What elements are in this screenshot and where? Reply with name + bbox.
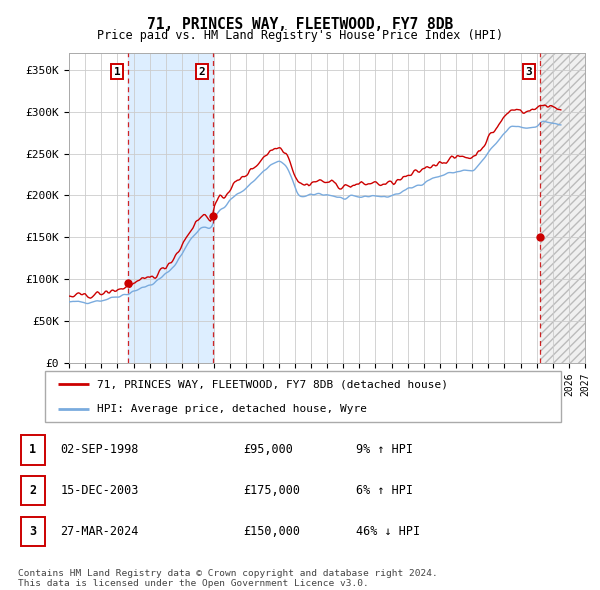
Bar — [21, 517, 44, 546]
Text: 3: 3 — [526, 67, 532, 77]
Text: £95,000: £95,000 — [244, 443, 293, 457]
Text: 27-MAR-2024: 27-MAR-2024 — [60, 525, 139, 538]
Text: 9% ↑ HPI: 9% ↑ HPI — [356, 443, 413, 457]
Text: £150,000: £150,000 — [244, 525, 301, 538]
Text: Price paid vs. HM Land Registry's House Price Index (HPI): Price paid vs. HM Land Registry's House … — [97, 30, 503, 42]
Text: 2: 2 — [29, 484, 36, 497]
Text: Contains HM Land Registry data © Crown copyright and database right 2024.
This d: Contains HM Land Registry data © Crown c… — [18, 569, 438, 588]
Text: 46% ↓ HPI: 46% ↓ HPI — [356, 525, 421, 538]
Bar — [21, 476, 44, 505]
Text: £175,000: £175,000 — [244, 484, 301, 497]
Bar — [128, 53, 214, 363]
Text: 71, PRINCES WAY, FLEETWOOD, FY7 8DB: 71, PRINCES WAY, FLEETWOOD, FY7 8DB — [147, 17, 453, 32]
Text: 15-DEC-2003: 15-DEC-2003 — [60, 484, 139, 497]
Text: 6% ↑ HPI: 6% ↑ HPI — [356, 484, 413, 497]
Text: 3: 3 — [29, 525, 36, 538]
Text: 2: 2 — [199, 67, 206, 77]
Bar — [21, 435, 44, 464]
Text: 71, PRINCES WAY, FLEETWOOD, FY7 8DB (detached house): 71, PRINCES WAY, FLEETWOOD, FY7 8DB (det… — [97, 379, 448, 389]
Text: HPI: Average price, detached house, Wyre: HPI: Average price, detached house, Wyre — [97, 404, 367, 414]
Text: 1: 1 — [113, 67, 120, 77]
Bar — [541, 53, 593, 363]
Text: 1: 1 — [29, 443, 36, 457]
Text: 02-SEP-1998: 02-SEP-1998 — [60, 443, 139, 457]
